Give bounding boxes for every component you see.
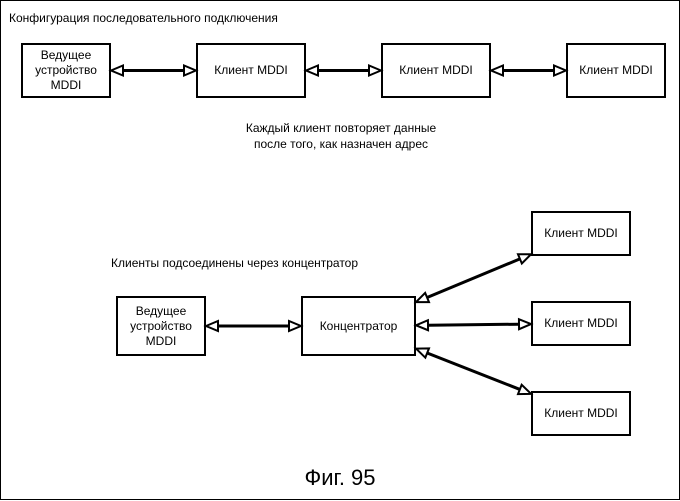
connector-layer <box>1 1 680 501</box>
